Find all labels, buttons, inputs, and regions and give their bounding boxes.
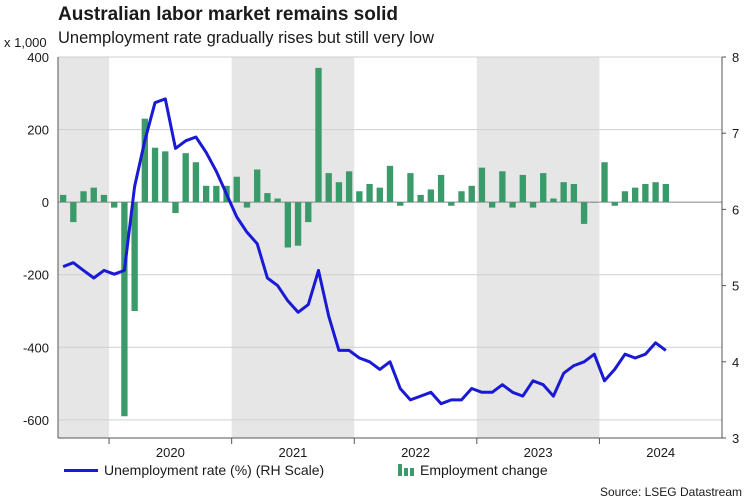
- employment-bar: [294, 202, 302, 246]
- source-note: Source: LSEG Datastream: [599, 485, 742, 499]
- shaded-band-2023: [476, 57, 600, 438]
- employment-bar: [233, 176, 240, 203]
- employment-bar: [376, 187, 383, 203]
- employment-bar: [182, 153, 189, 203]
- gridlines: [58, 56, 722, 421]
- x-tick-label: 2023: [524, 445, 553, 460]
- employment-bar: [540, 173, 547, 203]
- employment-bar: [427, 189, 435, 203]
- right-tick-label: 4: [732, 355, 739, 370]
- employment-bar: [315, 67, 322, 203]
- employment-bar: [397, 202, 404, 206]
- employment-bar: [652, 182, 659, 203]
- legend-item-employment: Employment change: [398, 462, 548, 478]
- x-tick-label: 2024: [646, 445, 675, 460]
- employment-bar: [141, 118, 148, 203]
- employment-bar: [662, 184, 669, 203]
- employment-change-bars: [59, 67, 669, 417]
- employment-bar: [601, 162, 608, 203]
- employment-bar: [202, 185, 210, 203]
- unemployment-rate-line: [62, 97, 667, 406]
- employment-bar: [100, 194, 108, 203]
- employment-bar: [448, 202, 455, 206]
- employment-bar: [162, 151, 169, 203]
- left-tick-label: -200: [23, 268, 49, 283]
- left-tick-label: -400: [23, 340, 49, 355]
- employment-bar: [90, 187, 97, 203]
- axes: 400 200 0 -200 -400 -600 8 7 6 5 4 3 2020 2021 2022 202…: [23, 50, 739, 460]
- right-tick-label: 3: [732, 431, 739, 446]
- x-tick-label: 2022: [401, 445, 430, 460]
- legend-item-unemployment: Unemployment rate (%) (RH Scale): [64, 462, 324, 478]
- employment-bar: [356, 191, 363, 203]
- employment-bar: [458, 191, 465, 203]
- employment-bar: [509, 202, 516, 208]
- employment-bar: [386, 165, 394, 203]
- employment-bar: [550, 198, 557, 203]
- right-tick-label: 8: [732, 50, 739, 65]
- employment-bar: [529, 202, 537, 208]
- employment-bar: [131, 202, 138, 311]
- employment-bar: [264, 193, 271, 203]
- legend-label-unemployment: Unemployment rate (%) (RH Scale): [104, 462, 325, 478]
- employment-bar: [642, 184, 649, 203]
- employment-bar: [632, 187, 639, 203]
- right-tick-label: 7: [732, 126, 739, 141]
- employment-bar: [121, 202, 128, 417]
- employment-bar: [151, 147, 159, 203]
- legend-line-swatch: [64, 468, 98, 472]
- employment-bar: [335, 182, 343, 203]
- employment-bar: [591, 202, 598, 203]
- employment-bar: [407, 173, 414, 203]
- left-tick-label: -600: [23, 413, 49, 428]
- right-tick-label: 5: [732, 279, 739, 294]
- chart-subtitle: Unemployment rate gradually rises but st…: [58, 29, 434, 47]
- employment-bar: [254, 169, 261, 203]
- employment-bar: [499, 171, 506, 203]
- x-tick-label: 2020: [156, 445, 185, 460]
- employment-bar: [111, 202, 118, 208]
- employment-bar: [59, 194, 67, 203]
- employment-bar: [345, 171, 353, 203]
- employment-bar: [274, 198, 281, 203]
- employment-bar: [366, 184, 373, 203]
- shaded-band-2019: [58, 57, 110, 438]
- left-axis-unit: x 1,000: [4, 35, 47, 50]
- employment-bar: [478, 167, 486, 203]
- employment-bar: [488, 202, 496, 208]
- x-tick-label: 2021: [278, 445, 307, 460]
- employment-bar: [213, 185, 220, 203]
- legend-label-employment: Employment change: [420, 462, 548, 478]
- employment-bar: [468, 185, 475, 203]
- employment-bar: [417, 194, 424, 203]
- employment-bar: [325, 173, 332, 203]
- shaded-year-bands: [58, 57, 600, 438]
- employment-bar: [580, 202, 588, 224]
- shaded-band-2021: [231, 57, 355, 438]
- employment-bar: [621, 191, 629, 203]
- employment-bar: [243, 202, 251, 208]
- employment-bar: [70, 202, 77, 223]
- chart-title: Australian labor market remains solid: [58, 4, 399, 25]
- employment-bar: [560, 182, 567, 203]
- left-tick-label: 0: [42, 195, 49, 210]
- employment-bar: [519, 174, 526, 203]
- left-tick-label: 200: [27, 123, 49, 138]
- employment-bar: [284, 202, 292, 248]
- right-tick-label: 6: [732, 202, 739, 217]
- employment-bar: [80, 191, 87, 203]
- employment-bar: [437, 174, 445, 203]
- left-tick-label: 400: [27, 50, 49, 65]
- employment-bar: [570, 184, 578, 203]
- unemployment-rate-line-group: [62, 97, 667, 406]
- employment-bar: [192, 162, 200, 203]
- employment-bar: [172, 202, 179, 214]
- employment-bar: [305, 202, 312, 223]
- legend-bar-swatch: [398, 464, 414, 476]
- employment-bar: [611, 202, 618, 206]
